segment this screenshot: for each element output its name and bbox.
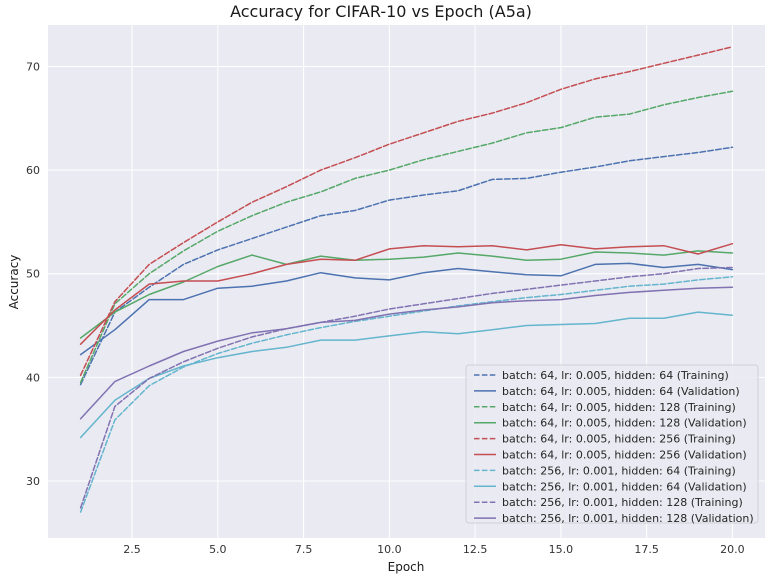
y-axis-label: Accuracy <box>7 255 21 310</box>
legend-entry: batch: 64, lr: 0.005, hidden: 128 (Valid… <box>502 417 747 430</box>
x-tick-label: 20.0 <box>720 543 745 556</box>
y-tick-label: 30 <box>26 475 40 488</box>
y-tick-label: 60 <box>26 164 40 177</box>
series-line-3 <box>79 90 734 384</box>
legend-entry: batch: 256, lr: 0.001, hidden: 64 (Train… <box>502 464 736 477</box>
series-line-4 <box>79 250 734 339</box>
legend-entry: batch: 64, lr: 0.005, hidden: 128 (Train… <box>502 401 736 414</box>
legend-entry: batch: 64, lr: 0.005, hidden: 64 (Valida… <box>502 385 740 398</box>
chart-title: Accuracy for CIFAR-10 vs Epoch (A5a) <box>230 2 532 21</box>
series-line-1 <box>79 146 734 386</box>
series-line-8 <box>79 311 734 439</box>
x-tick-label: 17.5 <box>634 543 659 556</box>
x-tick-label: 2.5 <box>123 543 141 556</box>
legend: batch: 64, lr: 0.005, hidden: 64 (Traini… <box>465 364 759 525</box>
legend-entry: batch: 256, lr: 0.001, hidden: 128 (Trai… <box>502 496 743 509</box>
y-tick-label: 70 <box>26 60 40 73</box>
x-tick-label: 12.5 <box>463 543 488 556</box>
legend-entry: batch: 256, lr: 0.001, hidden: 128 (Vali… <box>502 512 754 525</box>
series-line-5 <box>79 46 734 377</box>
y-tick-label: 50 <box>26 268 40 281</box>
x-tick-label: 7.5 <box>295 543 313 556</box>
legend-box <box>465 364 759 524</box>
x-tick-label: 5.0 <box>209 543 227 556</box>
x-tick-label: 10.0 <box>377 543 402 556</box>
legend-entry: batch: 64, lr: 0.005, hidden: 256 (Train… <box>502 433 736 446</box>
x-axis-label: Epoch <box>388 560 425 574</box>
axis-ticks: 2.5 5.0 7.5 10.0 12.5 15.0 17.5 20.0 30 40 50 60 70 <box>26 60 745 556</box>
legend-entry: batch: 64, lr: 0.005, hidden: 256 (Valid… <box>502 449 747 462</box>
series-line-6 <box>79 242 734 345</box>
series-layer <box>79 46 734 513</box>
y-tick-label: 40 <box>26 371 40 384</box>
legend-entry: batch: 256, lr: 0.001, hidden: 64 (Valid… <box>502 480 747 493</box>
series-line-10 <box>79 286 734 420</box>
series-line-2 <box>79 262 734 356</box>
legend-entry: batch: 64, lr: 0.005, hidden: 64 (Traini… <box>502 369 729 382</box>
series-line-9 <box>79 266 734 509</box>
x-tick-label: 15.0 <box>549 543 574 556</box>
